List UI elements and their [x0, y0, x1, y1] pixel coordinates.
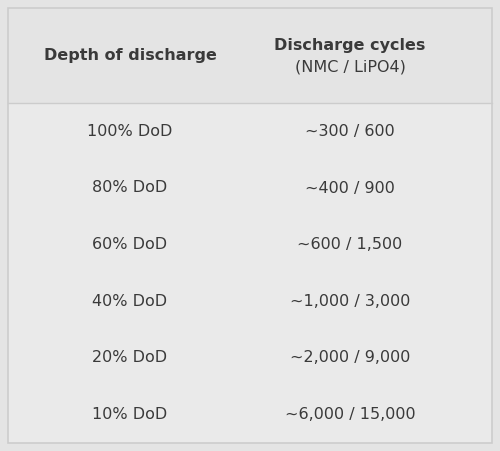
Text: ~6,000 / 15,000: ~6,000 / 15,000	[284, 407, 416, 422]
Text: 100% DoD: 100% DoD	[88, 124, 172, 139]
Text: ~1,000 / 3,000: ~1,000 / 3,000	[290, 294, 410, 309]
Text: ~300 / 600: ~300 / 600	[305, 124, 395, 139]
Text: (NMC / LiPO4): (NMC / LiPO4)	[294, 60, 406, 75]
Text: 60% DoD: 60% DoD	[92, 237, 168, 252]
Bar	[8, 8, 492, 103]
Text: Discharge cycles: Discharge cycles	[274, 38, 426, 53]
Text: 10% DoD: 10% DoD	[92, 407, 168, 422]
Bar	[8, 103, 492, 443]
Text: ~2,000 / 9,000: ~2,000 / 9,000	[290, 350, 410, 365]
Text: Depth of discharge: Depth of discharge	[44, 48, 216, 63]
Text: ~600 / 1,500: ~600 / 1,500	[298, 237, 403, 252]
Text: ~400 / 900: ~400 / 900	[305, 180, 395, 195]
Text: 40% DoD: 40% DoD	[92, 294, 168, 309]
Text: 80% DoD: 80% DoD	[92, 180, 168, 195]
Text: 20% DoD: 20% DoD	[92, 350, 168, 365]
